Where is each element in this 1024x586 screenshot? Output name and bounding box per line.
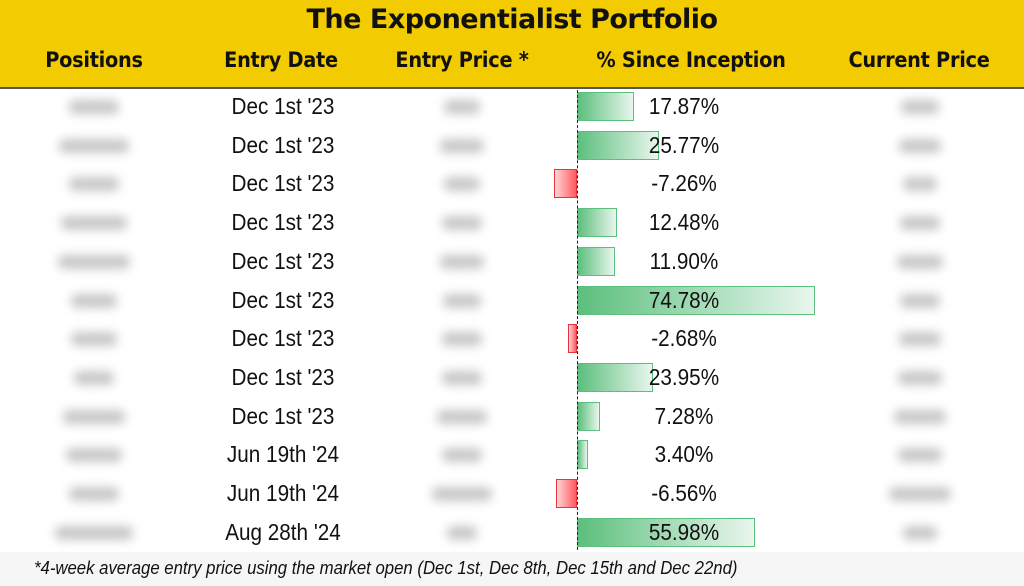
column-header-entry-date: Entry Date [224,48,338,72]
position-name-blurred [71,293,117,308]
positive-data-bar [577,440,588,470]
table-row: Dec 1st '23 11.90% [0,243,1024,282]
current-price-blurred [898,448,942,463]
position-name-blurred [61,216,127,231]
pct-since-inception-label: 7.28% [654,402,714,429]
position-name-blurred [63,409,125,424]
entry-price-blurred [440,254,484,269]
current-price-blurred [894,409,946,424]
column-header-entry-price: Entry Price * [395,48,529,72]
current-price-blurred [898,370,942,385]
entry-price-blurred [442,332,482,347]
entry-date: Aug 28th '24 [225,518,341,545]
current-price-blurred [903,177,937,192]
table-row: Dec 1st '23 -7.26% [0,165,1024,204]
entry-price-blurred [444,100,480,114]
positive-data-bar [577,130,659,160]
pct-since-inception-label: 12.48% [648,209,720,236]
table-row: Dec 1st '23 74.78% [0,282,1024,321]
entry-price-blurred [447,525,477,540]
current-price-blurred [900,293,940,308]
current-price-blurred [899,138,941,153]
position-name-blurred [74,370,114,385]
positive-data-bar [577,517,756,547]
entry-date: Dec 1st '23 [231,93,335,119]
entry-price-blurred [437,409,487,424]
pct-since-inception-label: 11.90% [649,247,719,274]
table-row: Dec 1st '23 25.77% [0,127,1024,166]
entry-date: Dec 1st '23 [231,286,335,313]
entry-date: Dec 1st '23 [231,209,335,236]
pct-since-inception-label: 55.98% [648,518,720,545]
entry-price-blurred [442,370,482,385]
table-row: Jun 19th '24 -6.56% [0,475,1024,514]
positive-data-bar [577,246,615,276]
entry-price-blurred [440,138,484,153]
pct-since-inception-label: 3.40% [654,441,714,468]
positive-data-bar [577,208,617,238]
column-header-current-price: Current Price [848,48,990,72]
zero-axis-line [577,90,578,550]
positive-data-bar [577,92,634,121]
entry-date: Jun 19th '24 [226,480,340,506]
pct-since-inception-label: -2.68% [651,325,717,352]
current-price-blurred [900,216,940,231]
table-row: Aug 28th '24 55.98% [0,514,1024,553]
entry-price-blurred [442,448,482,463]
pct-since-inception-label: 74.78% [648,286,720,313]
position-name-blurred [58,254,130,269]
current-price-blurred [897,254,943,269]
entry-date: Dec 1st '23 [231,363,335,390]
table-row: Dec 1st '23 -2.68% [0,320,1024,359]
entry-price-blurred [432,487,492,501]
positive-data-bar [577,285,815,315]
pct-since-inception-label: 23.95% [648,363,720,390]
footnote: *4-week average entry price using the ma… [34,558,738,578]
positive-data-bar [577,362,654,392]
table-header: The Exponentialist Portfolio Positions E… [0,0,1024,89]
entry-date: Dec 1st '23 [231,247,335,274]
column-header-pct-since-inception: % Since Inception [596,48,786,72]
table-row: Dec 1st '23 7.28% [0,398,1024,437]
position-name-blurred [55,525,133,540]
current-price-blurred [899,332,941,347]
position-name-blurred [66,448,122,463]
entry-price-blurred [442,216,482,231]
positive-data-bar [577,401,601,431]
pct-since-inception-label: 25.77% [648,131,720,158]
negative-data-bar [553,169,577,199]
entry-date: Dec 1st '23 [231,402,335,429]
position-name-blurred [69,177,119,192]
position-name-blurred [71,332,117,347]
page-title: The Exponentialist Portfolio [306,4,718,35]
footer: *4-week average entry price using the ma… [0,552,1024,586]
pct-since-inception-label: -7.26% [651,170,717,197]
table-row: Dec 1st '23 17.87% [0,88,1024,127]
position-name-blurred [69,100,119,114]
entry-date: Dec 1st '23 [231,131,335,158]
current-price-blurred [889,487,951,501]
entry-price-blurred [444,177,480,192]
position-name-blurred [69,487,119,501]
position-name-blurred [59,138,129,153]
current-price-blurred [901,100,939,114]
negative-data-bar [556,479,577,508]
table-row: Dec 1st '23 12.48% [0,204,1024,243]
column-header-positions: Positions [45,48,143,72]
entry-date: Jun 19th '24 [226,441,340,468]
table-row: Jun 19th '24 3.40% [0,436,1024,475]
entry-date: Dec 1st '23 [231,325,335,352]
entry-price-blurred [443,293,481,308]
pct-since-inception-label: -6.56% [651,480,717,506]
entry-date: Dec 1st '23 [231,170,335,197]
pct-since-inception-label: 17.87% [648,93,720,119]
negative-data-bar [568,324,577,354]
current-price-blurred [903,525,937,540]
table-row: Dec 1st '23 23.95% [0,359,1024,398]
